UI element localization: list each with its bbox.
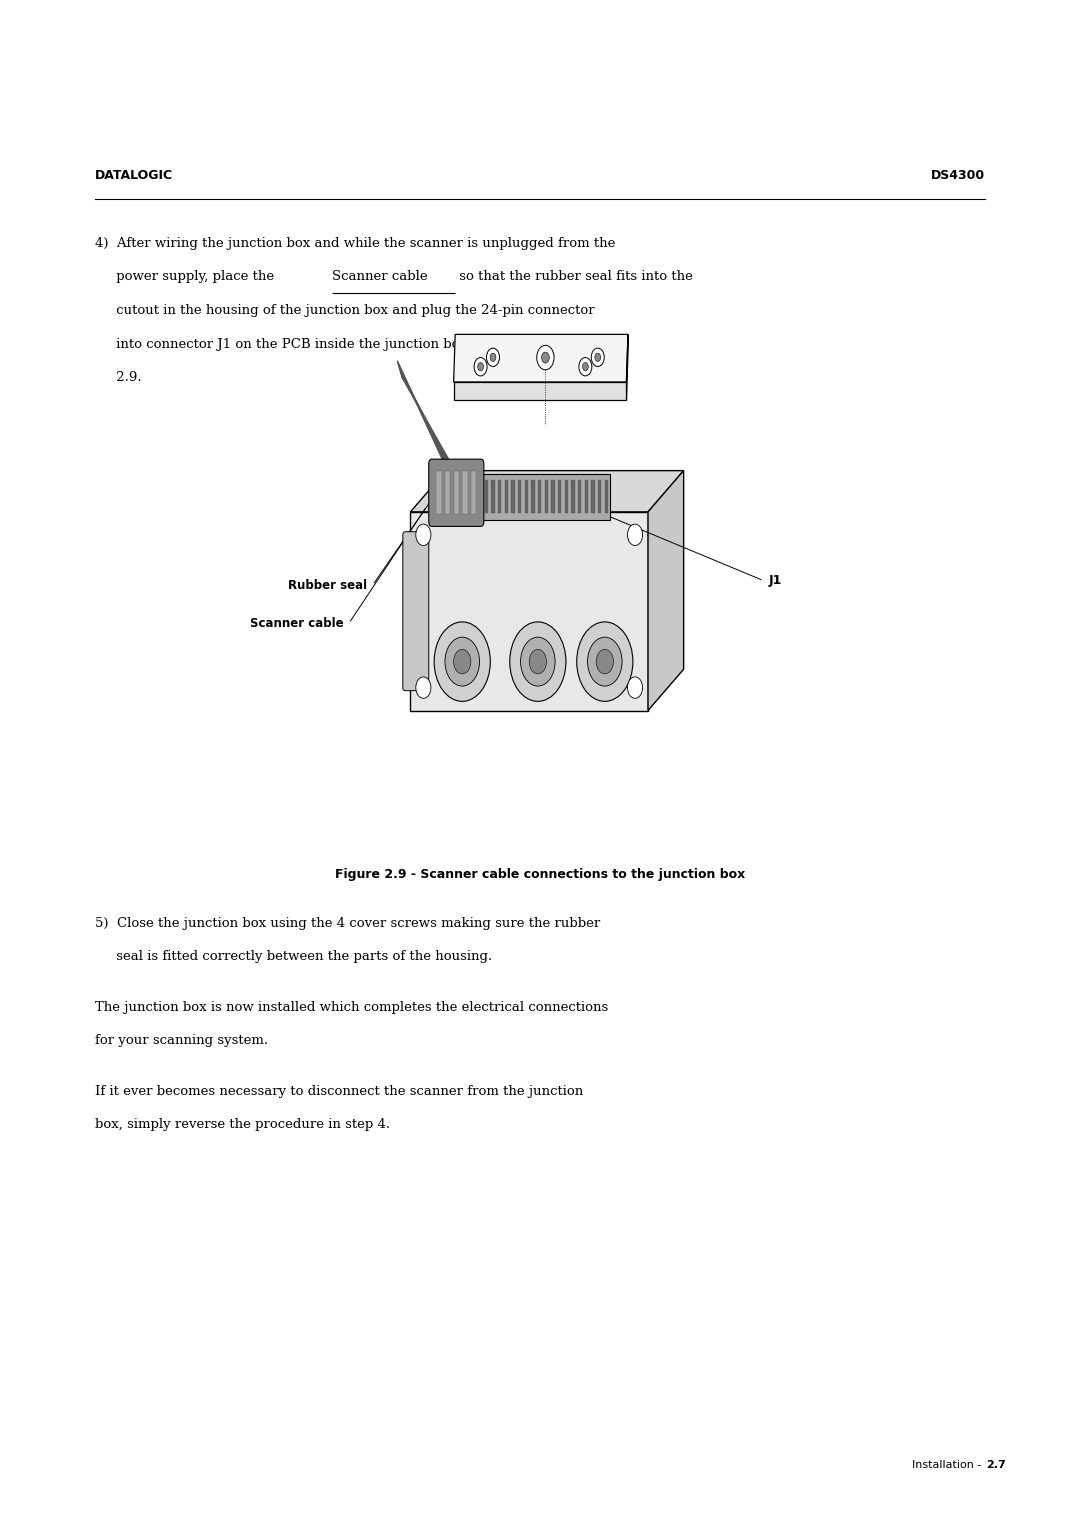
FancyBboxPatch shape — [471, 472, 476, 515]
Circle shape — [416, 677, 431, 698]
FancyBboxPatch shape — [598, 480, 602, 513]
FancyBboxPatch shape — [571, 480, 575, 513]
FancyBboxPatch shape — [552, 480, 555, 513]
FancyBboxPatch shape — [403, 532, 429, 691]
FancyBboxPatch shape — [451, 480, 455, 513]
Circle shape — [577, 622, 633, 701]
Circle shape — [595, 353, 600, 362]
Text: The junction box is now installed which completes the electrical connections: The junction box is now installed which … — [95, 1001, 608, 1015]
FancyBboxPatch shape — [584, 480, 588, 513]
FancyBboxPatch shape — [538, 480, 541, 513]
Text: seal is fitted correctly between the parts of the housing.: seal is fitted correctly between the par… — [95, 950, 492, 964]
Circle shape — [627, 524, 643, 545]
Text: J1: J1 — [769, 575, 782, 587]
Circle shape — [434, 622, 490, 701]
Text: If it ever becomes necessary to disconnect the scanner from the junction: If it ever becomes necessary to disconne… — [95, 1085, 583, 1099]
Text: 2.9.: 2.9. — [95, 371, 141, 385]
Circle shape — [510, 622, 566, 701]
FancyBboxPatch shape — [491, 480, 495, 513]
Circle shape — [474, 358, 487, 376]
Text: Scanner cable: Scanner cable — [249, 617, 343, 630]
FancyBboxPatch shape — [410, 512, 648, 711]
Circle shape — [588, 637, 622, 686]
FancyBboxPatch shape — [478, 480, 482, 513]
Circle shape — [529, 649, 546, 674]
FancyBboxPatch shape — [605, 480, 608, 513]
Text: for your scanning system.: for your scanning system. — [95, 1034, 268, 1048]
Text: Scanner cable: Scanner cable — [332, 270, 428, 284]
Circle shape — [582, 362, 589, 371]
Circle shape — [416, 524, 431, 545]
Circle shape — [579, 358, 592, 376]
FancyBboxPatch shape — [518, 480, 522, 513]
Polygon shape — [454, 382, 626, 400]
FancyBboxPatch shape — [565, 480, 568, 513]
Text: 5)  Close the junction box using the 4 cover screws making sure the rubber: 5) Close the junction box using the 4 co… — [95, 917, 600, 931]
Text: cutout in the housing of the junction box and plug the 24-pin connector: cutout in the housing of the junction bo… — [95, 304, 595, 318]
Circle shape — [627, 677, 643, 698]
FancyBboxPatch shape — [592, 480, 595, 513]
FancyBboxPatch shape — [458, 480, 461, 513]
FancyBboxPatch shape — [498, 480, 501, 513]
Text: DS4300: DS4300 — [931, 168, 985, 182]
Text: into connector J1 on the PCB inside the junction box as shown in figure: into connector J1 on the PCB inside the … — [95, 338, 594, 351]
Circle shape — [445, 637, 480, 686]
Circle shape — [541, 351, 550, 364]
Polygon shape — [410, 471, 684, 512]
FancyBboxPatch shape — [512, 480, 515, 513]
Circle shape — [477, 362, 484, 371]
Circle shape — [521, 637, 555, 686]
FancyBboxPatch shape — [544, 480, 548, 513]
FancyBboxPatch shape — [485, 480, 488, 513]
FancyBboxPatch shape — [448, 474, 610, 520]
Text: 2.7: 2.7 — [986, 1459, 1005, 1470]
Polygon shape — [454, 335, 627, 382]
Circle shape — [486, 348, 499, 367]
FancyBboxPatch shape — [525, 480, 528, 513]
Text: box, simply reverse the procedure in step 4.: box, simply reverse the procedure in ste… — [95, 1118, 390, 1132]
Circle shape — [596, 649, 613, 674]
Text: Figure 2.9 - Scanner cable connections to the junction box: Figure 2.9 - Scanner cable connections t… — [335, 868, 745, 882]
Circle shape — [591, 348, 604, 367]
FancyBboxPatch shape — [436, 472, 442, 515]
Text: power supply, place the: power supply, place the — [95, 270, 279, 284]
Text: Rubber seal: Rubber seal — [288, 579, 367, 591]
FancyBboxPatch shape — [464, 480, 468, 513]
FancyBboxPatch shape — [454, 472, 459, 515]
FancyBboxPatch shape — [462, 472, 468, 515]
Polygon shape — [648, 471, 684, 711]
FancyBboxPatch shape — [445, 472, 450, 515]
Circle shape — [537, 345, 554, 370]
FancyBboxPatch shape — [558, 480, 562, 513]
Text: Installation -: Installation - — [913, 1459, 985, 1470]
Circle shape — [454, 649, 471, 674]
Circle shape — [490, 353, 496, 362]
Polygon shape — [626, 335, 627, 400]
FancyBboxPatch shape — [578, 480, 581, 513]
FancyBboxPatch shape — [504, 480, 508, 513]
FancyBboxPatch shape — [531, 480, 535, 513]
Text: so that the rubber seal fits into the: so that the rubber seal fits into the — [455, 270, 693, 284]
Text: DATALOGIC: DATALOGIC — [95, 168, 173, 182]
Text: 4)  After wiring the junction box and while the scanner is unplugged from the: 4) After wiring the junction box and whi… — [95, 237, 616, 251]
FancyBboxPatch shape — [429, 460, 484, 527]
FancyBboxPatch shape — [472, 480, 475, 513]
